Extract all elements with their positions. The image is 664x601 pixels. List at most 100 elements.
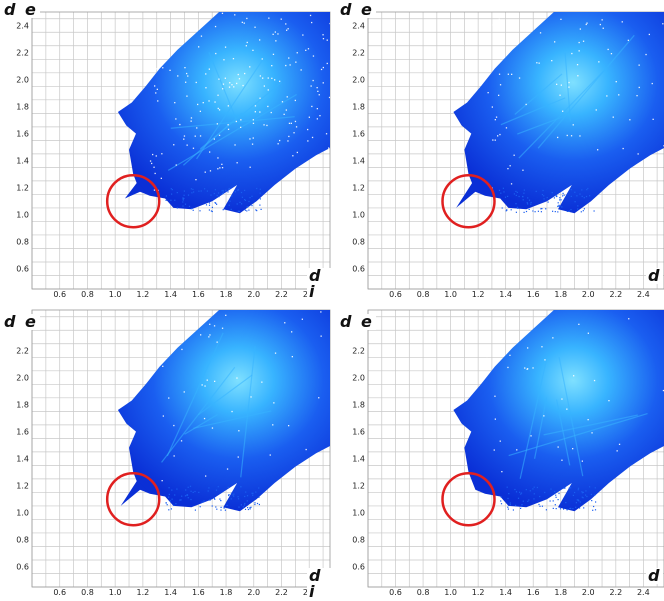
speckle (261, 381, 263, 383)
edge-point (211, 210, 213, 213)
highlight-circle (105, 471, 161, 527)
x-axis-label: d (646, 566, 664, 585)
edge-point (585, 490, 587, 492)
speckle (587, 332, 589, 334)
speckle (509, 165, 511, 167)
speckle (224, 77, 226, 79)
edge-point (577, 499, 579, 502)
edge-point (183, 194, 185, 196)
speckle (162, 67, 164, 69)
speckle (249, 166, 251, 168)
speckle (209, 170, 212, 172)
speckle (225, 314, 227, 316)
edge-point (170, 188, 172, 190)
edge-point (555, 508, 557, 510)
speckle (196, 127, 198, 129)
edge-point (213, 192, 215, 195)
x-tick-label: 1.4 (164, 290, 177, 298)
x-tick-label: 2.0 (582, 588, 595, 597)
panel-bottom-left: 0.60.81.01.21.41.61.82.02.22.40.60.81.01… (0, 300, 332, 600)
x-tick-label: 0.8 (81, 588, 94, 597)
speckle (492, 24, 494, 26)
edge-point (166, 504, 168, 506)
speckle (218, 134, 221, 136)
edge-point (586, 495, 588, 498)
edge-point (575, 502, 577, 504)
speckle (198, 46, 200, 48)
speckle (499, 133, 501, 136)
edge-point (259, 192, 261, 194)
speckle (532, 367, 534, 369)
speckle (288, 122, 291, 124)
speckle (286, 96, 288, 98)
edge-point (244, 508, 247, 510)
speckle (200, 334, 202, 336)
speckle (207, 16, 209, 18)
y-tick-label: 1.0 (16, 211, 29, 220)
edge-point (170, 508, 172, 510)
edge-point (187, 486, 189, 488)
speckle (322, 34, 324, 36)
speckle (285, 64, 287, 67)
edge-point (538, 503, 540, 506)
speckle (237, 73, 239, 76)
speckle (538, 62, 540, 64)
edge-point (539, 495, 541, 498)
speckle (486, 357, 488, 359)
edge-point (500, 500, 502, 502)
speckle (153, 71, 156, 73)
speckle (559, 94, 561, 96)
speckle (571, 52, 573, 55)
speckle (285, 109, 287, 111)
speckle (263, 85, 265, 87)
x-tick-label: 1.0 (109, 290, 122, 298)
edge-point (165, 502, 167, 504)
y-tick-label: 0.6 (16, 265, 29, 274)
edge-point (528, 208, 530, 210)
speckle (570, 135, 573, 137)
speckle (271, 65, 273, 67)
speckle (238, 430, 240, 432)
edge-point (545, 509, 547, 511)
density-streak (167, 93, 297, 171)
speckle (539, 32, 542, 34)
speckle (507, 168, 509, 170)
speckle (179, 123, 181, 126)
edge-point (530, 201, 532, 204)
edge-point (570, 507, 572, 509)
edge-point (211, 206, 213, 208)
edge-point (500, 192, 502, 194)
speckle (153, 189, 156, 191)
edge-point (516, 191, 518, 193)
speckle (541, 13, 543, 15)
speckle (252, 137, 254, 139)
edge-point (563, 508, 565, 510)
speckle (328, 147, 330, 149)
speckle (213, 138, 215, 140)
speckle (628, 318, 630, 320)
edge-point (541, 505, 543, 507)
edge-point (580, 211, 582, 213)
speckle (200, 13, 202, 15)
edge-point (533, 493, 535, 495)
edge-point (189, 485, 192, 487)
edge-point (220, 506, 222, 508)
edge-point (566, 508, 568, 510)
speckle (259, 75, 261, 77)
edge-point (504, 196, 507, 198)
edge-point (527, 203, 529, 205)
y-tick-label: 0.8 (16, 536, 29, 545)
edge-point (558, 205, 560, 207)
edge-point (237, 498, 240, 500)
speckle (251, 143, 254, 145)
speckle (240, 119, 242, 121)
speckle (485, 39, 487, 41)
edge-point (194, 509, 196, 511)
edge-point (230, 492, 232, 494)
speckle (190, 117, 193, 119)
edge-point (570, 487, 572, 489)
edge-point (244, 189, 246, 191)
edge-point (198, 190, 200, 192)
speckle (267, 89, 269, 91)
speckle (173, 424, 175, 427)
